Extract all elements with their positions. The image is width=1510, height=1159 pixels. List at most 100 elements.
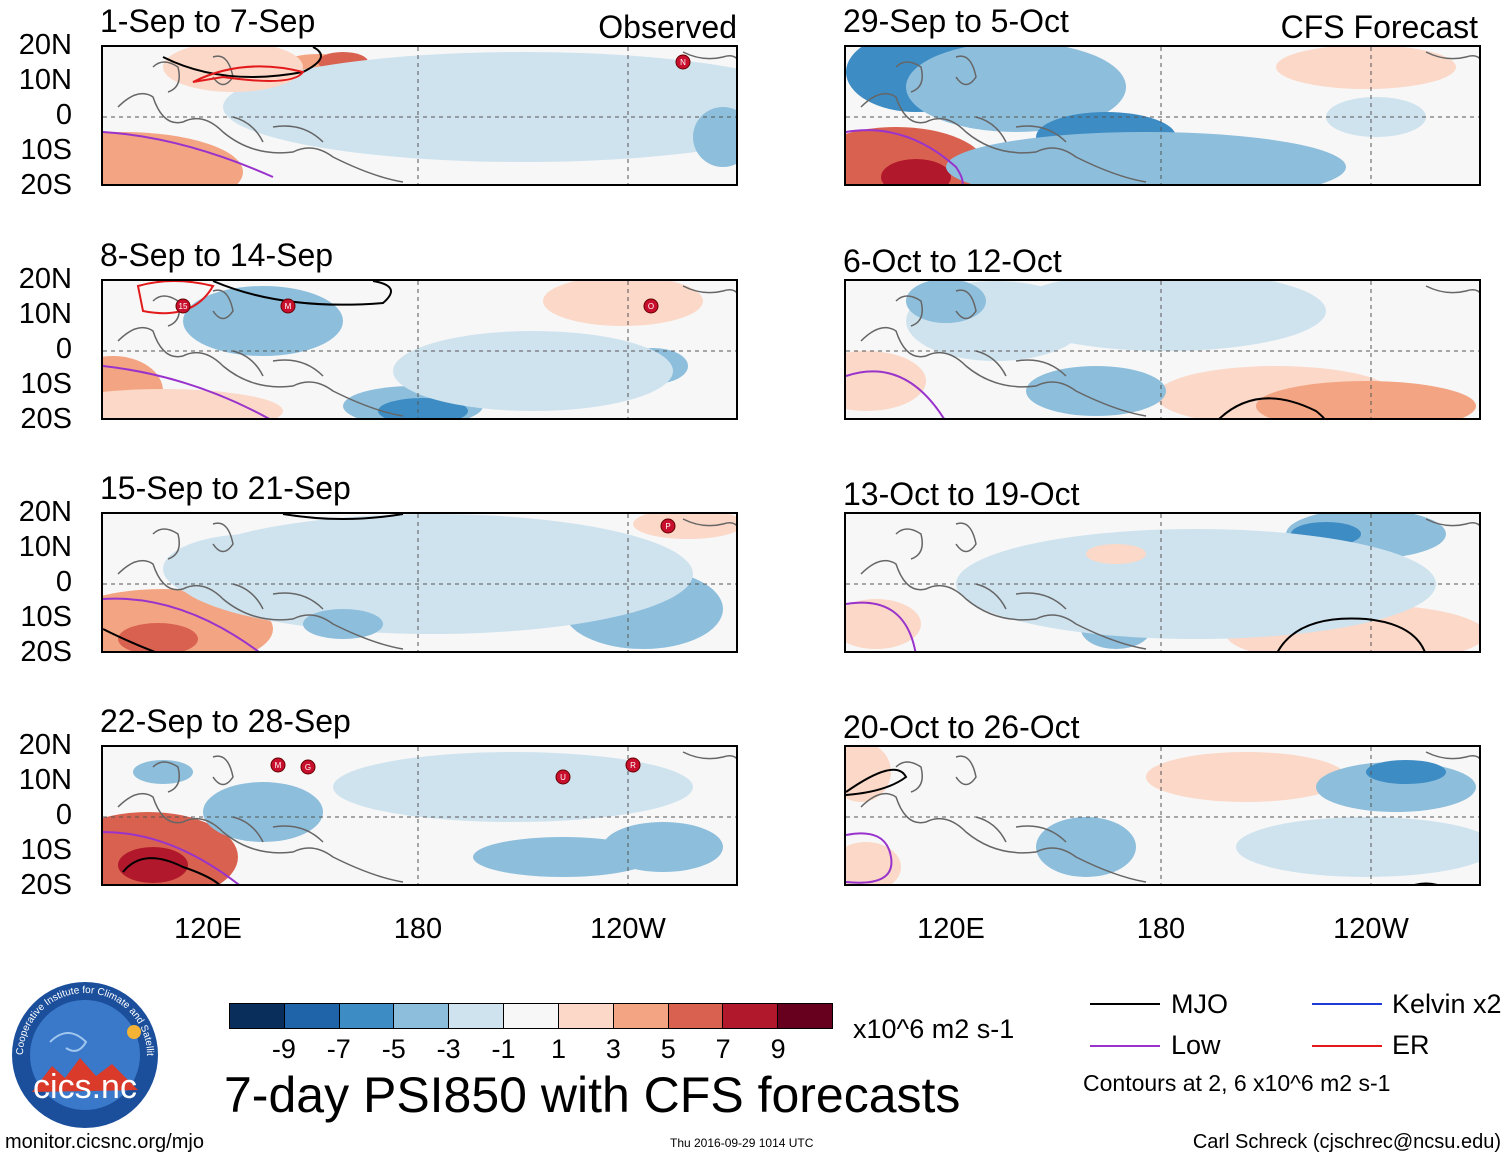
anomaly-region — [693, 107, 736, 167]
storm-marker-icon: N — [675, 54, 691, 70]
lat-label-row3-3: 10S — [20, 601, 72, 633]
coastline — [117, 751, 736, 883]
cics-logo: Cooperative Institute for Climate and Sa… — [10, 980, 158, 1128]
panel-title-7: 13-Oct to 19-Oct — [843, 476, 1080, 512]
lon-label-120e-right: 120E — [917, 913, 985, 945]
lat-label-row2-0: 20N — [18, 263, 72, 295]
colorbar-swatch — [613, 1004, 669, 1028]
panel-label-cfs: CFS Forecast — [1280, 9, 1478, 45]
anomaly-region — [173, 514, 693, 634]
lat-label-row4-3: 10S — [20, 834, 72, 866]
wave-contour — [103, 831, 240, 884]
map-canvas: M G U R — [103, 747, 736, 884]
lat-label-row4-4: 20S — [20, 869, 72, 901]
lat-label-row1-4: 20S — [20, 169, 72, 201]
panel-title-3: 15-Sep to 21-Sep — [100, 470, 351, 506]
colorbar-tick-label: 7 — [715, 1034, 731, 1064]
figure-title: 7-day PSI850 with CFS forecasts — [224, 1067, 961, 1123]
colorbar-swatch — [558, 1004, 614, 1028]
storm-marker-icon: P — [660, 518, 676, 534]
map-canvas — [846, 514, 1479, 651]
colorbar-swatch — [394, 1004, 450, 1028]
wave-contour — [136, 281, 215, 315]
footer-author: Carl Schreck (cjschrec@ncsu.edu) — [1192, 1131, 1501, 1153]
colorbar — [229, 1003, 833, 1029]
storm-marker-icon: O — [643, 298, 659, 314]
lat-label-row4-2: 0 — [55, 799, 72, 831]
logo-text: cics.nc — [33, 1068, 137, 1106]
anomaly-region — [1036, 817, 1136, 877]
coastline — [860, 518, 1479, 650]
colorbar-tick-label: 9 — [770, 1034, 786, 1064]
colorbar-tick-label: -5 — [381, 1034, 406, 1064]
colorbar-tick-label: -3 — [436, 1034, 461, 1064]
map-canvas — [846, 747, 1479, 884]
map-canvas: P — [103, 514, 736, 651]
wave-contour — [103, 131, 274, 178]
lat-label-row2-3: 10S — [20, 368, 72, 400]
lat-label-row1-0: 20N — [18, 29, 72, 61]
wave-contour — [103, 597, 260, 651]
colorbar-swatch — [339, 1004, 395, 1028]
storm-label: M — [275, 761, 282, 770]
anomaly-region — [378, 398, 468, 418]
wave-contour — [846, 768, 908, 796]
legend-line-low — [1090, 1045, 1160, 1047]
panel-label-observed: Observed — [598, 9, 737, 45]
map-panel-4: M G U R — [101, 745, 738, 886]
storm-label: U — [560, 773, 566, 782]
anomaly-region — [603, 822, 723, 872]
anomaly-region — [118, 847, 188, 883]
anomaly-region — [846, 599, 921, 649]
map-panel-2: 15 M O — [101, 279, 738, 420]
contour-note: Contours at 2, 6 x10^6 m2 s-1 — [1083, 1070, 1391, 1096]
colorbar-tick-label: 3 — [605, 1034, 621, 1064]
storm-marker-icon: U — [555, 769, 571, 785]
footer-url[interactable]: monitor.cicsnc.org/mjo — [5, 1131, 204, 1153]
anomaly-region — [303, 609, 383, 639]
legend-label-kelvin: Kelvin x2 — [1392, 989, 1502, 1019]
anomaly-region — [1146, 752, 1346, 802]
coastline — [117, 518, 736, 650]
anomaly-region — [946, 132, 1346, 184]
map-panel-7 — [844, 512, 1481, 653]
legend-line-er — [1312, 1045, 1382, 1047]
map-canvas — [846, 281, 1479, 418]
colorbar-tick-label: 1 — [550, 1034, 566, 1064]
anomaly-region — [1276, 47, 1456, 89]
wave-contour — [282, 514, 404, 520]
colorbar-tick-label: 5 — [660, 1034, 676, 1064]
panel-title-4: 22-Sep to 28-Sep — [100, 703, 351, 739]
wave-contour — [1277, 617, 1426, 651]
anomaly-region — [333, 752, 693, 822]
storm-label: M — [285, 302, 292, 311]
anomaly-region — [906, 47, 1126, 132]
colorbar-swatch — [230, 1004, 285, 1028]
storm-marker-icon: R — [625, 757, 641, 773]
lat-label-row1-2: 0 — [55, 99, 72, 131]
anomaly-region — [543, 281, 703, 326]
lat-label-row2-1: 10N — [18, 298, 72, 330]
lon-label-120e-left: 120E — [174, 913, 242, 945]
wave-contour — [103, 628, 156, 651]
map-panel-6 — [844, 279, 1481, 420]
storm-label: G — [305, 763, 311, 772]
panel-title-8: 20-Oct to 26-Oct — [843, 709, 1080, 745]
anomaly-region — [846, 351, 926, 411]
lat-label-row3-0: 20N — [18, 496, 72, 528]
storm-marker-icon: M — [280, 298, 296, 314]
coastline — [860, 285, 1479, 417]
anomaly-region — [103, 389, 283, 418]
anomaly-region — [118, 623, 198, 651]
anomaly-region — [203, 782, 323, 842]
storm-label: O — [648, 302, 654, 311]
colorbar-tick-label: -9 — [271, 1034, 296, 1064]
lat-label-row4-1: 10N — [18, 764, 72, 796]
panel-title-1: 1-Sep to 7-Sep — [100, 3, 316, 39]
colorbar-units: x10^6 m2 s-1 — [853, 1014, 1015, 1044]
wave-contour — [103, 365, 270, 418]
anomaly-region — [393, 331, 673, 411]
wave-contour — [212, 281, 392, 306]
coastline — [860, 751, 1479, 883]
map-canvas: N — [103, 47, 736, 184]
